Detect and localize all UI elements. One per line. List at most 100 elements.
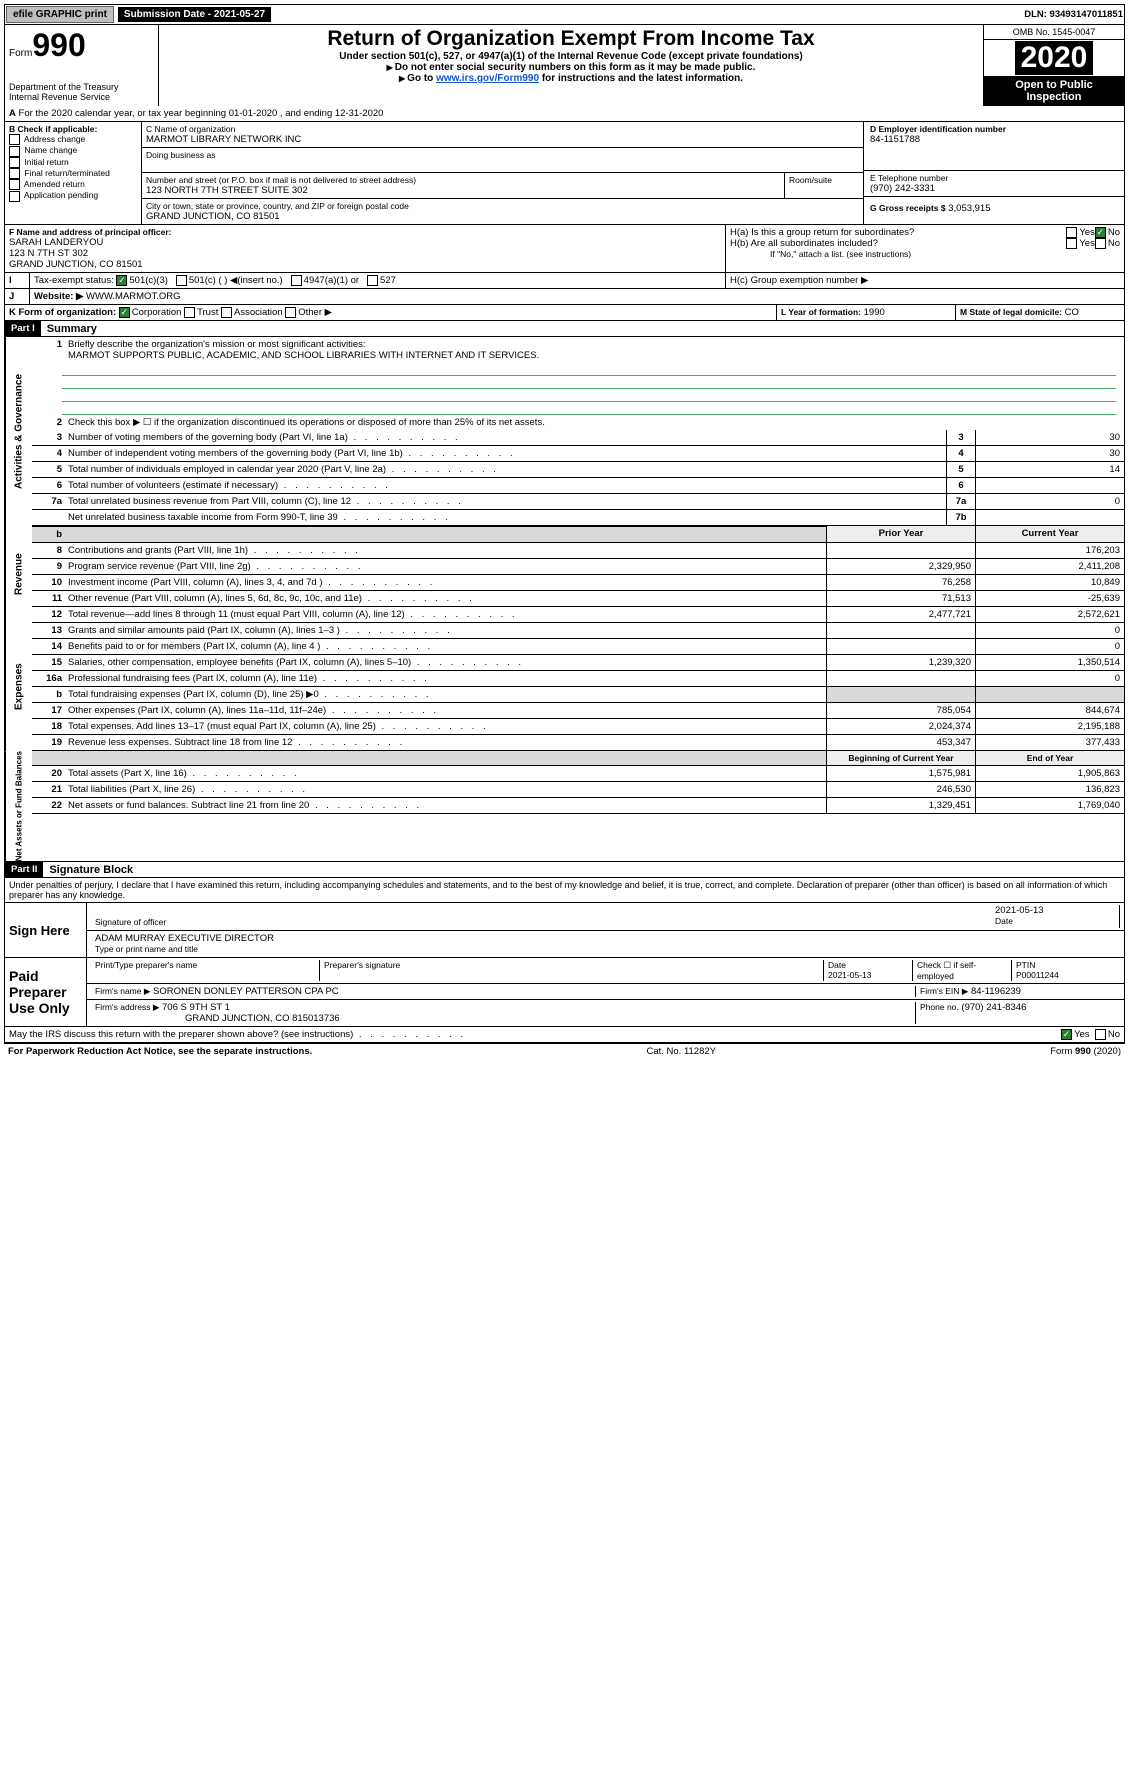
topbar: efile GRAPHIC print Submission Date - 20…: [4, 4, 1125, 25]
curr-val: 2,195,188: [975, 719, 1124, 734]
paid-side: Paid Preparer Use Only: [5, 958, 87, 1026]
g-label: G Gross receipts $: [870, 203, 946, 213]
sig-officer-lbl: Signature of officer: [95, 917, 166, 927]
row-a: A For the 2020 calendar year, or tax yea…: [4, 106, 1125, 122]
curr-val: 2,572,621: [975, 607, 1124, 622]
officer-l3: GRAND JUNCTION, CO 81501: [9, 259, 721, 270]
line-text: Total assets (Part X, line 16): [66, 766, 826, 781]
line-text: Contributions and grants (Part VIII, lin…: [66, 543, 826, 558]
prior-val: [826, 671, 975, 686]
i-527[interactable]: [367, 275, 378, 286]
prep-date: 2021-05-13: [828, 970, 871, 980]
firm-name: SORONEN DONLEY PATTERSON CPA PC: [153, 986, 339, 997]
line-val: 14: [975, 462, 1124, 477]
d-label: D Employer identification number: [870, 124, 1118, 134]
line-text: Net assets or fund balances. Subtract li…: [66, 798, 826, 813]
begin-year-hdr: Beginning of Current Year: [826, 751, 975, 765]
line-text: Total liabilities (Part X, line 26): [66, 782, 826, 797]
curr-val: 136,823: [975, 782, 1124, 797]
curr-val: 1,350,514: [975, 655, 1124, 670]
form-label: Form: [9, 48, 32, 59]
ha-yes[interactable]: [1066, 227, 1077, 238]
hb-yes[interactable]: [1066, 238, 1077, 249]
side-expenses: Expenses: [5, 623, 32, 751]
prior-val: 1,329,451: [826, 798, 975, 813]
line-text: Total number of volunteers (estimate if …: [66, 478, 946, 493]
line-val: [975, 478, 1124, 493]
j-row: J Website: ▶ WWW.MARMOT.ORG: [4, 289, 1125, 305]
h-note: If "No," attach a list. (see instruction…: [730, 249, 1120, 259]
sect-netassets: Net Assets or Fund Balances Beginning of…: [4, 751, 1125, 862]
line-text: Net unrelated business taxable income fr…: [66, 510, 946, 525]
discuss-no[interactable]: [1095, 1029, 1106, 1040]
discuss-row: May the IRS discuss this return with the…: [4, 1027, 1125, 1043]
k-trust[interactable]: [184, 307, 195, 318]
officer-printed: ADAM MURRAY EXECUTIVE DIRECTOR: [95, 933, 274, 944]
i-4947[interactable]: [291, 275, 302, 286]
officer-name: SARAH LANDERYOU: [9, 237, 721, 248]
part1-header: Part ISummary: [4, 321, 1125, 337]
line-text: Revenue less expenses. Subtract line 18 …: [66, 735, 826, 750]
e-label: E Telephone number: [870, 173, 1118, 183]
line-text: Total revenue—add lines 8 through 11 (mu…: [66, 607, 826, 622]
side-netassets: Net Assets or Fund Balances: [5, 751, 32, 861]
form-header: Form990 Department of the Treasury Inter…: [4, 25, 1125, 106]
prior-val: 2,329,950: [826, 559, 975, 574]
paid-preparer: Paid Preparer Use Only Print/Type prepar…: [4, 958, 1125, 1027]
hc: H(c) Group exemption number ▶: [726, 273, 1124, 288]
line-text: Program service revenue (Part VIII, line…: [66, 559, 826, 574]
prep-sig-lbl: Preparer's signature: [320, 960, 824, 981]
dept: Department of the Treasury Internal Reve…: [9, 82, 154, 102]
line-text: Investment income (Part VIII, column (A)…: [66, 575, 826, 590]
line-text: Benefits paid to or for members (Part IX…: [66, 639, 826, 654]
line-text: Number of independent voting members of …: [66, 446, 946, 461]
curr-val: 2,411,208: [975, 559, 1124, 574]
prior-val: 453,347: [826, 735, 975, 750]
discuss-yes[interactable]: [1061, 1029, 1072, 1040]
k-other[interactable]: [285, 307, 296, 318]
curr-val: 377,433: [975, 735, 1124, 750]
efile-btn[interactable]: efile GRAPHIC print: [6, 6, 114, 23]
fh-grid: F Name and address of principal officer:…: [4, 225, 1125, 273]
self-emp: Check ☐ if self-employed: [913, 960, 1012, 981]
line-text: Other expenses (Part IX, column (A), lin…: [66, 703, 826, 718]
i-501c3[interactable]: [116, 275, 127, 286]
irs-link[interactable]: www.irs.gov/Form990: [436, 73, 539, 84]
sign-here: Sign Here Signature of officer2021-05-13…: [4, 903, 1125, 958]
title: Return of Organization Exempt From Incom…: [163, 27, 979, 51]
curr-val: 176,203: [975, 543, 1124, 558]
subtitle1: Under section 501(c), 527, or 4947(a)(1)…: [163, 51, 979, 62]
end-year-hdr: End of Year: [975, 751, 1124, 765]
l-label: L Year of formation:: [781, 307, 861, 317]
firm-addr1: 706 S 9TH ST 1: [162, 1002, 230, 1013]
org-name: MARMOT LIBRARY NETWORK INC: [146, 134, 859, 145]
line-text: Total expenses. Add lines 13–17 (must eq…: [66, 719, 826, 734]
line-text: Total unrelated business revenue from Pa…: [66, 494, 946, 509]
prior-val: 71,513: [826, 591, 975, 606]
ha-no[interactable]: [1095, 227, 1106, 238]
b-label: B Check if applicable:: [9, 124, 137, 134]
line-text: Total fundraising expenses (Part IX, col…: [66, 687, 826, 702]
year-formed: 1990: [864, 307, 885, 318]
k-corp[interactable]: [119, 307, 130, 318]
officer-printed-lbl: Type or print name and title: [95, 944, 198, 954]
curr-val: 10,849: [975, 575, 1124, 590]
line-val: [975, 510, 1124, 525]
prior-val: 1,575,981: [826, 766, 975, 781]
sig-date: 2021-05-13: [995, 905, 1044, 916]
side-activities: Activities & Governance: [5, 337, 32, 526]
k-assoc[interactable]: [221, 307, 232, 318]
city: GRAND JUNCTION, CO 81501: [146, 211, 859, 222]
hb-no[interactable]: [1095, 238, 1106, 249]
entity-grid: B Check if applicable: Address change Na…: [4, 122, 1125, 225]
foot-right: Form 990 (2020): [1050, 1046, 1121, 1057]
prior-val: [826, 623, 975, 638]
subtitle2: Do not enter social security numbers on …: [163, 62, 979, 73]
ptin: P00011244: [1016, 970, 1059, 980]
prep-name-lbl: Print/Type preparer's name: [91, 960, 320, 981]
room-label: Room/suite: [789, 175, 859, 185]
i-501c[interactable]: [176, 275, 187, 286]
prior-val: [826, 543, 975, 558]
line-text: Grants and similar amounts paid (Part IX…: [66, 623, 826, 638]
prior-val: 1,239,320: [826, 655, 975, 670]
